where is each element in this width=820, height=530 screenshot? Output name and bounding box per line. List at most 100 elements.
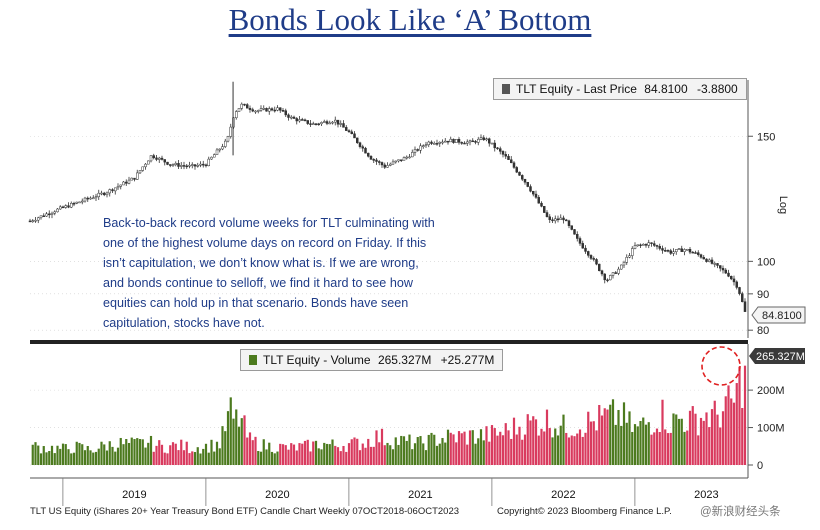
price-candle <box>136 172 139 180</box>
volume-bar <box>303 440 307 465</box>
volume-bar <box>413 443 417 465</box>
volume-bar <box>724 396 727 465</box>
volume-bar <box>446 429 450 465</box>
volume-bar <box>141 439 144 465</box>
volume-bar <box>738 366 741 465</box>
volume-bar <box>314 440 318 465</box>
volume-bar <box>64 444 67 465</box>
price-candle <box>290 116 293 119</box>
price-candle <box>675 249 678 252</box>
price-candle <box>114 187 117 192</box>
price-candle <box>347 130 351 133</box>
price-candle <box>433 143 436 145</box>
price-candle <box>204 164 208 167</box>
price-candle <box>446 140 450 143</box>
price-candle <box>622 262 626 266</box>
price-candle <box>127 179 131 184</box>
price-candle <box>141 166 144 171</box>
price-candle <box>86 197 89 200</box>
volume-bar <box>380 428 384 465</box>
price-candle <box>306 120 309 124</box>
volume-bar <box>127 442 131 465</box>
price-candle <box>457 139 461 143</box>
volume-bar <box>721 411 725 465</box>
volume-bar <box>336 447 340 465</box>
price-candle <box>471 140 474 143</box>
volume-bar <box>72 452 76 465</box>
volume-bar <box>339 451 342 465</box>
price-candle <box>270 108 274 111</box>
volume-bar <box>204 443 208 465</box>
price-candle <box>743 301 747 312</box>
price-candle <box>147 160 150 165</box>
year-labels: 2019 2020 2021 2022 2023 <box>62 478 719 506</box>
volume-bar <box>633 424 637 465</box>
volume-bar <box>331 439 334 465</box>
price-candle <box>39 215 43 219</box>
price-candle <box>158 157 161 160</box>
price-candle <box>411 152 414 158</box>
price-candle <box>664 250 667 252</box>
price-candle <box>427 141 430 146</box>
volume-bar <box>537 435 540 465</box>
volume-bar <box>188 453 191 465</box>
volume-bar <box>369 446 373 465</box>
volume-bar <box>83 450 87 465</box>
price-candle <box>477 138 480 143</box>
price-candle <box>281 110 285 112</box>
price-legend-change: -3.8800 <box>697 82 738 96</box>
price-candle <box>202 163 205 166</box>
price-candle <box>72 202 76 205</box>
volume-bar <box>416 437 419 465</box>
volume-bar <box>37 445 40 465</box>
price-candle <box>570 225 573 230</box>
volume-bar <box>636 426 639 465</box>
volume-bar <box>284 445 287 465</box>
price-candle <box>455 139 458 143</box>
price-candle <box>336 119 340 125</box>
price-candle <box>284 110 287 116</box>
volume-bar <box>600 415 604 465</box>
price-candle <box>460 142 463 144</box>
volume-bar <box>578 429 582 465</box>
volume-highlight-circle <box>701 346 741 386</box>
price-candle <box>529 186 532 192</box>
price-candle <box>620 264 623 270</box>
price-candle <box>400 159 403 161</box>
price-candle <box>614 272 617 274</box>
volume-bar <box>411 449 414 465</box>
volume-bar <box>191 451 194 465</box>
volume-bar <box>155 445 158 465</box>
price-tick-label: 90 <box>757 289 769 301</box>
price-candle <box>402 157 406 161</box>
volume-bar <box>716 414 719 465</box>
price-candle <box>78 201 81 204</box>
price-candle <box>364 147 367 154</box>
price-candle <box>408 156 411 159</box>
volume-bar <box>334 445 337 465</box>
price-candle <box>70 202 73 208</box>
volume-bar <box>287 449 290 465</box>
price-tick-label: 80 <box>757 325 769 337</box>
volume-bar <box>666 433 670 465</box>
volume-bar <box>603 408 606 465</box>
volume-bar <box>741 408 744 465</box>
volume-bar <box>257 451 260 465</box>
price-candle <box>669 250 672 254</box>
volume-bar <box>609 404 612 465</box>
volume-bar <box>169 445 172 465</box>
price-candle <box>375 159 378 162</box>
price-candle <box>438 141 441 144</box>
price-last-flag: 84.8100 <box>751 306 806 324</box>
price-candle <box>647 242 650 246</box>
year-label: 2019 <box>122 489 146 501</box>
price-candle <box>323 121 326 123</box>
price-candle <box>515 167 518 173</box>
price-candle <box>59 206 62 210</box>
price-candle <box>699 254 703 258</box>
price-candle <box>265 108 268 112</box>
volume-bar <box>240 418 243 465</box>
price-candle <box>295 118 298 122</box>
price-candle <box>92 197 95 200</box>
volume-bar <box>361 443 364 465</box>
